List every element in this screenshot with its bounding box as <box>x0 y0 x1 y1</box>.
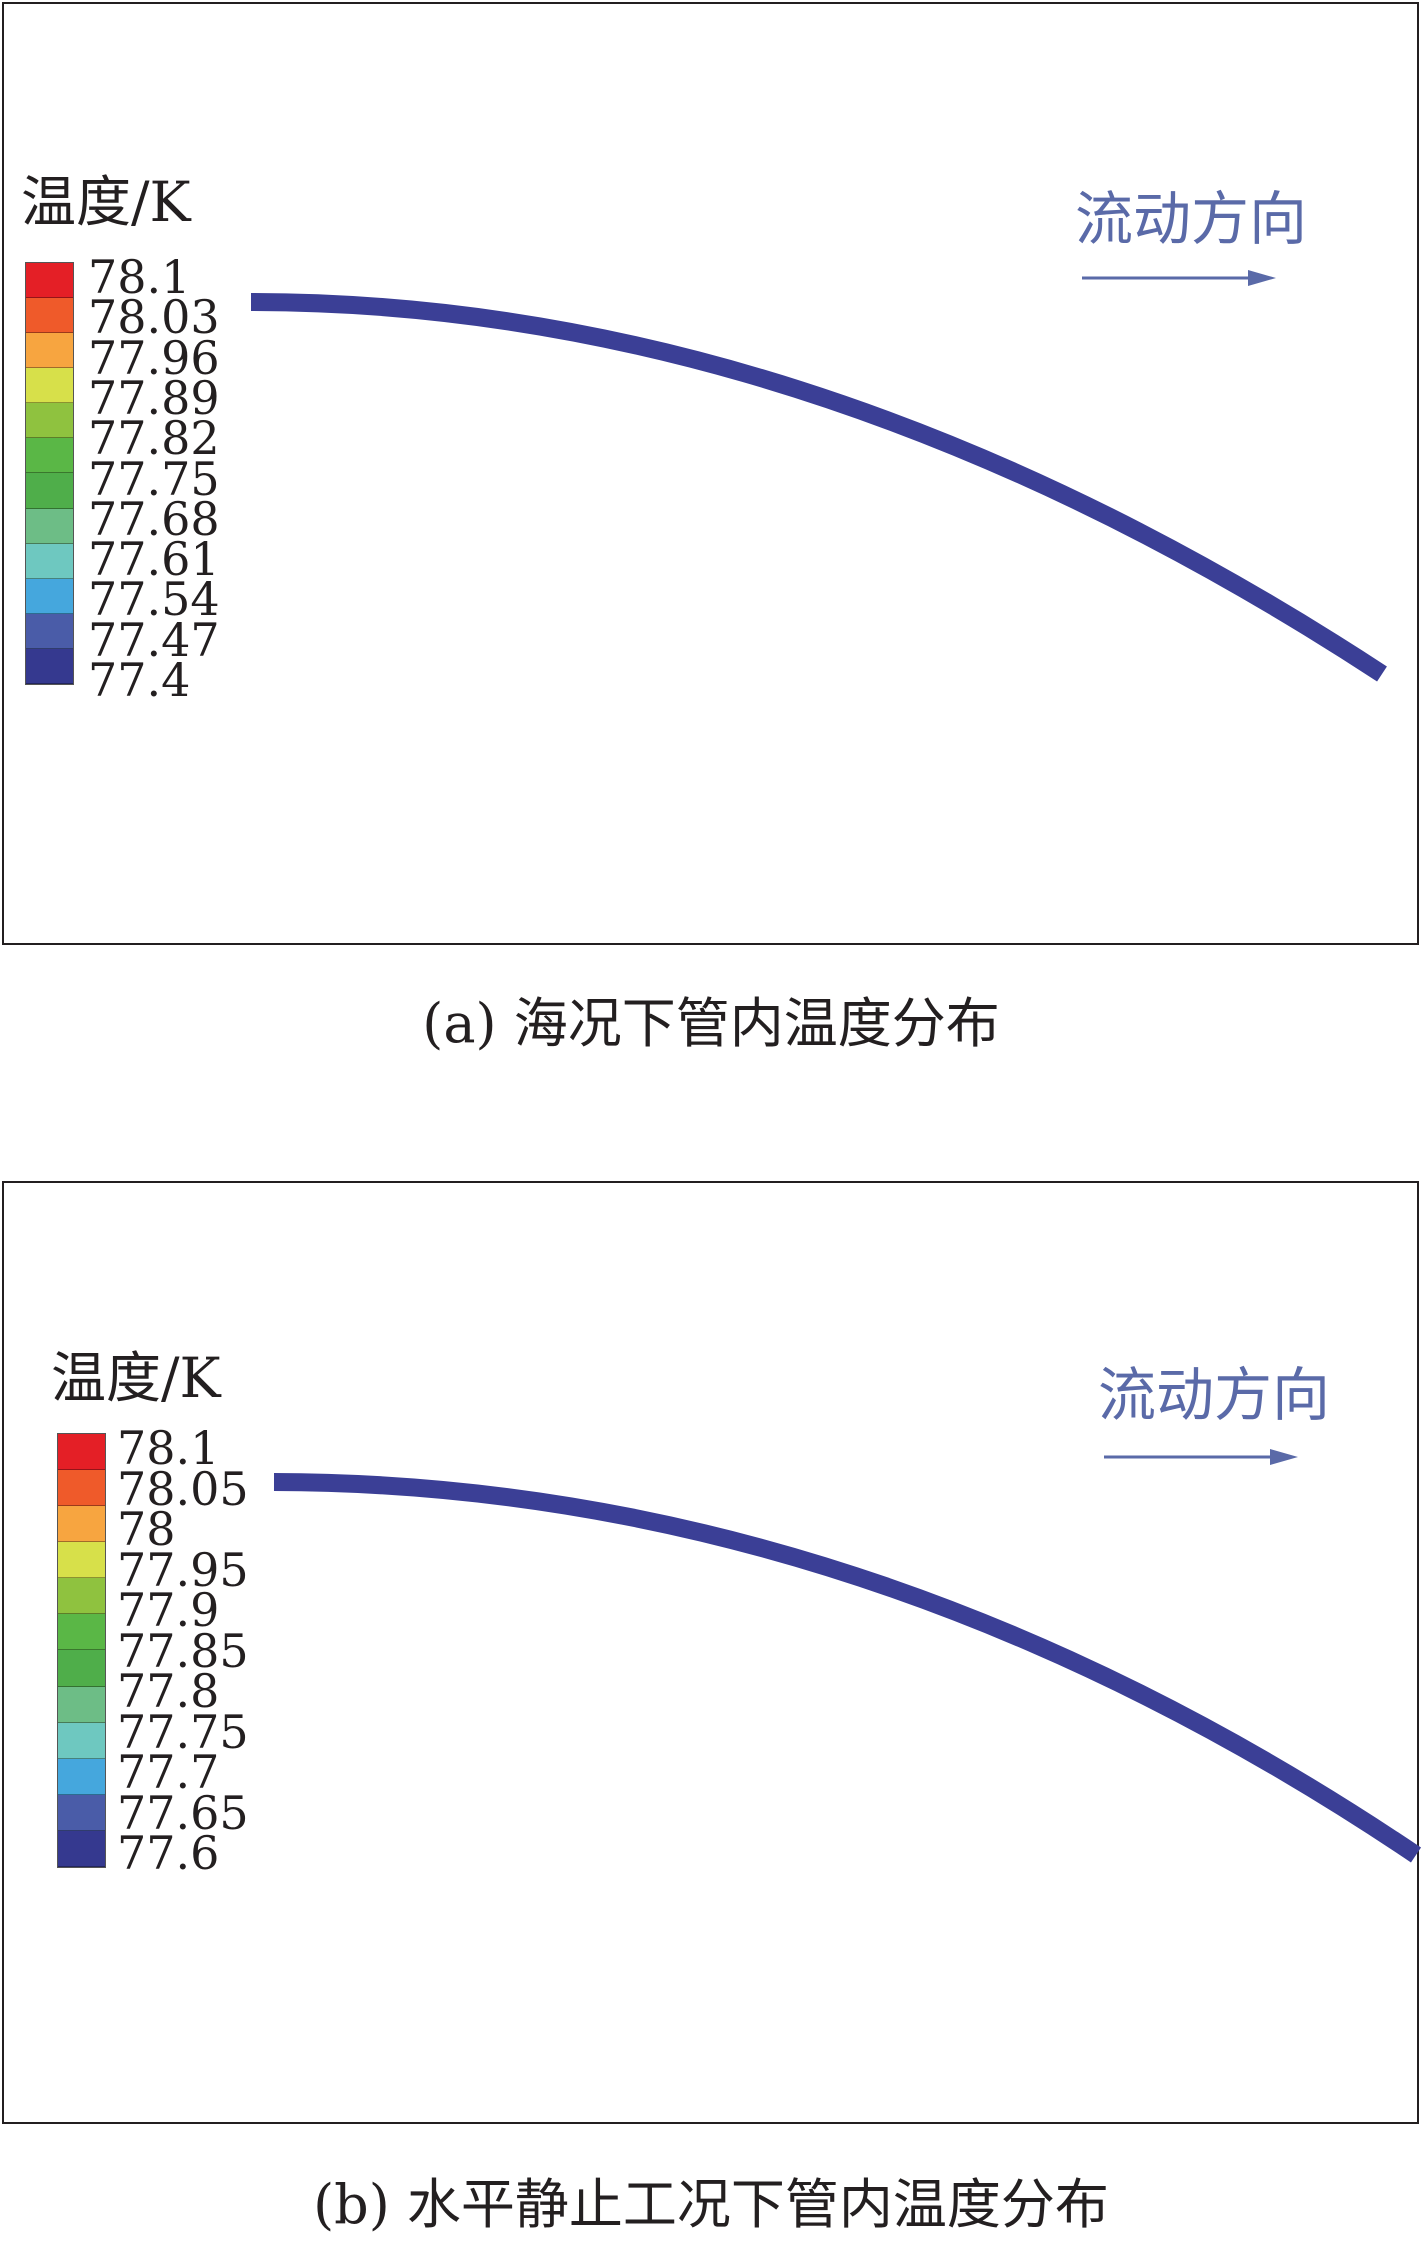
legend-color-segment <box>26 543 73 579</box>
legend-label: 77.4 <box>88 653 191 707</box>
legend-color-segment <box>26 508 73 544</box>
flow-direction-label: 流动方向 <box>1098 1361 1331 1429</box>
legend-label: 77.82 <box>88 411 220 466</box>
flow-direction-label: 流动方向 <box>1075 185 1308 253</box>
legend-color-segment <box>58 1650 105 1687</box>
legend-label: 77.89 <box>88 370 220 425</box>
legend-color-segment <box>26 298 73 334</box>
legend-color-segment <box>58 1470 105 1507</box>
legend-color-segment <box>26 438 73 474</box>
legend-color-segment <box>26 648 73 684</box>
legend-label: 77.9 <box>117 1583 220 1637</box>
legend-color-bar <box>25 262 74 685</box>
legend-color-segment <box>58 1722 105 1759</box>
caption-a: (a) 海况下管内温度分布 <box>422 992 1000 1055</box>
legend-color-segment <box>58 1506 105 1543</box>
legend-label: 77.8 <box>117 1664 220 1718</box>
legend-color-segment <box>58 1614 105 1651</box>
legend-color-segment <box>26 263 73 299</box>
pipe <box>273 1473 1422 1863</box>
legend-label: 77.54 <box>88 572 220 627</box>
legend-color-segment <box>26 613 73 649</box>
legend-label: 77.68 <box>88 491 220 546</box>
flow-arrowhead <box>1248 270 1276 286</box>
legend-color-segment <box>26 368 73 404</box>
flow-arrowhead <box>1270 1449 1298 1465</box>
legend-color-segment <box>58 1434 105 1471</box>
legend-color-segment <box>26 473 73 509</box>
legend-label: 78 <box>117 1502 176 1556</box>
legend-color-segment <box>58 1542 105 1579</box>
legend-label: 77.65 <box>117 1785 249 1840</box>
legend-label: 78.05 <box>117 1461 249 1516</box>
legend-label: 77.96 <box>88 330 220 385</box>
legend-label: 77.75 <box>117 1704 249 1759</box>
legend-label: 77.85 <box>117 1623 249 1678</box>
caption-b: (b) 水平静止工况下管内温度分布 <box>313 2173 1109 2236</box>
panel-b: 温度/K 78.1 78.05 78 77.95 77.9 77.85 77.8 77.75 7… <box>2 1181 1422 2124</box>
legend-color-segment <box>26 403 73 439</box>
pipe <box>250 293 1387 682</box>
legend-color-segment <box>58 1794 105 1831</box>
legend-title: 温度/K <box>51 1346 221 1410</box>
legend-label: 77.75 <box>88 451 220 506</box>
legend-color-segment <box>58 1758 105 1795</box>
legend-label: 77.47 <box>88 612 220 667</box>
pipe-diagram <box>250 270 1387 682</box>
legend-label: 77.61 <box>88 532 220 587</box>
legend-label: 78.03 <box>88 290 220 345</box>
legend-color-segment <box>58 1686 105 1723</box>
legend-label: 77.7 <box>117 1745 220 1799</box>
legend-color-segment <box>26 578 73 614</box>
legend-label: 78.1 <box>88 250 191 304</box>
legend-title: 温度/K <box>21 170 191 234</box>
pipe-diagram <box>273 1449 1422 1863</box>
legend-color-segment <box>58 1830 105 1867</box>
legend-color-segment <box>26 333 73 369</box>
legend-label: 77.95 <box>117 1542 249 1597</box>
panel-a: 温度/K 78.1 78.03 77.96 77.89 77.82 77.75 77.68 7… <box>2 2 1419 945</box>
legend-label: 78.1 <box>117 1421 220 1475</box>
legend-label: 77.6 <box>117 1826 220 1880</box>
legend-color-bar <box>57 1433 106 1868</box>
legend-color-segment <box>58 1578 105 1615</box>
